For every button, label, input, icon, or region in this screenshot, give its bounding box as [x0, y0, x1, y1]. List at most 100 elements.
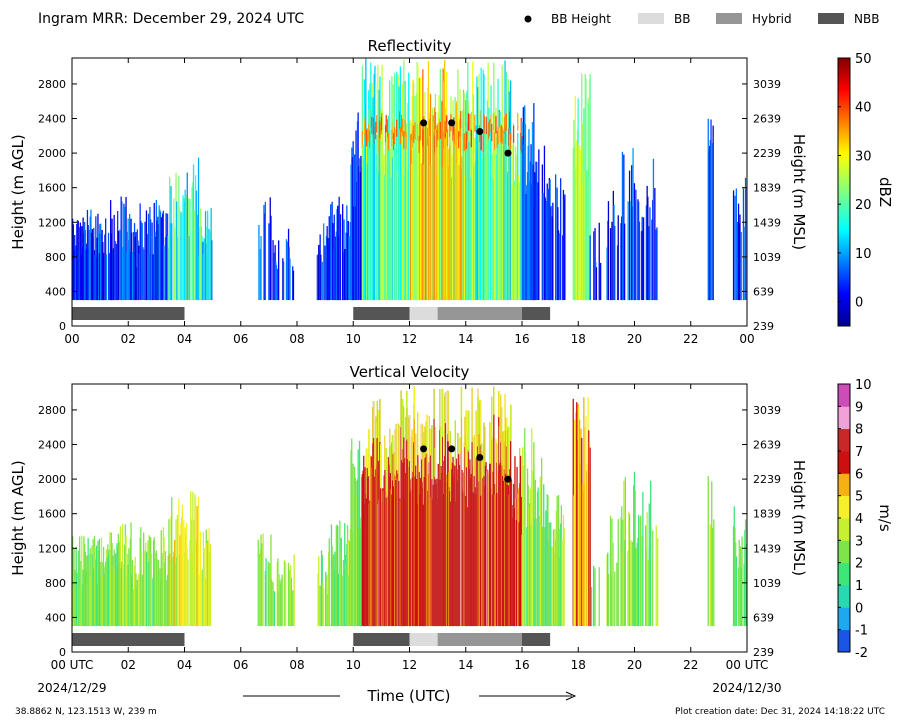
heatmap-column	[338, 196, 340, 301]
bright-band-cell	[375, 121, 377, 140]
heatmap-column	[442, 68, 444, 301]
heatmap-column	[435, 484, 437, 627]
heatmap-column	[327, 594, 329, 627]
heatmap-column	[124, 545, 126, 626]
upper-velocity-cell	[501, 436, 503, 466]
heatmap-column	[105, 549, 108, 627]
upper-velocity-cell	[510, 404, 512, 442]
upper-velocity-cell	[413, 386, 415, 420]
heatmap-column	[469, 120, 471, 301]
heatmap-column	[120, 567, 122, 627]
heatmap-column	[116, 248, 118, 301]
heatmap-column	[422, 164, 425, 300]
heatmap-column	[519, 448, 521, 627]
heatmap-column	[76, 224, 78, 301]
y-tick-label: 400	[45, 285, 66, 298]
heatmap-column	[399, 498, 401, 627]
heatmap-column	[147, 540, 149, 627]
heatmap-column	[362, 144, 364, 301]
heatmap-column	[112, 248, 115, 300]
bright-band-cell	[406, 132, 408, 150]
bright-band-cell	[381, 113, 383, 131]
heatmap-column	[543, 484, 545, 627]
heatmap-column	[332, 249, 335, 301]
heatmap-column	[432, 484, 434, 626]
upper-velocity-cell	[398, 425, 400, 481]
heatmap-column	[403, 175, 406, 301]
heatmap-column	[167, 235, 169, 300]
upper-velocity-cell	[423, 432, 425, 477]
heatmap-column	[327, 238, 329, 301]
heatmap-column	[522, 465, 524, 627]
heatmap-column	[554, 529, 556, 626]
y-tick-label: 800	[45, 251, 66, 264]
heatmap-column	[371, 83, 373, 301]
heatmap-column	[413, 405, 415, 627]
heatmap-column	[509, 469, 511, 626]
heatmap-column	[448, 472, 450, 626]
heatmap-column	[460, 453, 462, 626]
time-arrow-head-icon	[565, 691, 577, 701]
heatmap-column	[609, 515, 612, 627]
colorbar-segment	[838, 534, 850, 538]
heatmap-column	[85, 571, 87, 627]
upper-velocity-cell	[439, 426, 441, 480]
heatmap-column	[631, 206, 633, 300]
heatmap-field	[72, 386, 747, 627]
heatmap-column	[95, 257, 98, 301]
colorbar-segment	[838, 598, 850, 603]
heatmap-column	[170, 516, 172, 627]
x-tick-label: 14	[458, 658, 473, 672]
heatmap-column	[557, 207, 559, 301]
heatmap-column	[128, 240, 130, 301]
heatmap-column	[412, 471, 414, 627]
heatmap-column	[459, 437, 461, 627]
colorbar-segment	[838, 571, 850, 575]
heatmap-column	[368, 109, 370, 300]
heatmap-column	[471, 387, 473, 626]
heatmap-column	[479, 400, 482, 627]
bright-band-cell	[489, 119, 491, 137]
heatmap-column	[465, 93, 468, 300]
heatmap-column	[507, 426, 510, 626]
heatmap-column	[264, 570, 266, 627]
colorbar-tick-label: 10	[855, 247, 872, 262]
colorbar-segment	[838, 626, 850, 631]
heatmap-column	[148, 535, 150, 626]
heatmap-column	[372, 407, 374, 627]
heatmap-column	[616, 562, 618, 627]
heatmap-column	[713, 519, 715, 627]
heatmap-column	[127, 565, 129, 627]
bright-band-cell	[467, 123, 469, 141]
heatmap-column	[656, 227, 658, 301]
heatmap-column	[499, 111, 501, 301]
heatmap-column	[348, 575, 350, 626]
heatmap-column	[546, 494, 548, 626]
upper-velocity-cell	[484, 427, 486, 466]
upper-velocity-cell	[434, 447, 436, 477]
heatmap-column	[375, 153, 378, 301]
heatmap-column	[627, 550, 629, 626]
heatmap-column	[382, 490, 385, 626]
heatmap-column	[350, 164, 352, 301]
heatmap-column	[157, 216, 159, 300]
heatmap-column	[80, 254, 82, 300]
heatmap-column	[498, 110, 501, 301]
heatmap-column	[260, 534, 262, 627]
heatmap-column	[515, 520, 517, 627]
heatmap-column	[580, 173, 582, 300]
colorbar-tick-label: 40	[855, 101, 872, 116]
heatmap-column	[646, 512, 648, 627]
heatmap-column	[138, 574, 140, 627]
heatmap-column	[536, 161, 538, 301]
heatmap-column	[337, 573, 340, 626]
colorbar-segment	[838, 587, 850, 591]
heatmap-column	[641, 536, 643, 627]
colorbar-tick-label: 2	[855, 557, 863, 572]
heatmap-column	[318, 244, 320, 301]
bright-band-cell	[465, 127, 467, 145]
heatmap-column	[277, 558, 279, 627]
heatmap-column	[428, 416, 430, 627]
upper-velocity-cell	[411, 429, 413, 478]
heatmap-column	[191, 551, 193, 627]
